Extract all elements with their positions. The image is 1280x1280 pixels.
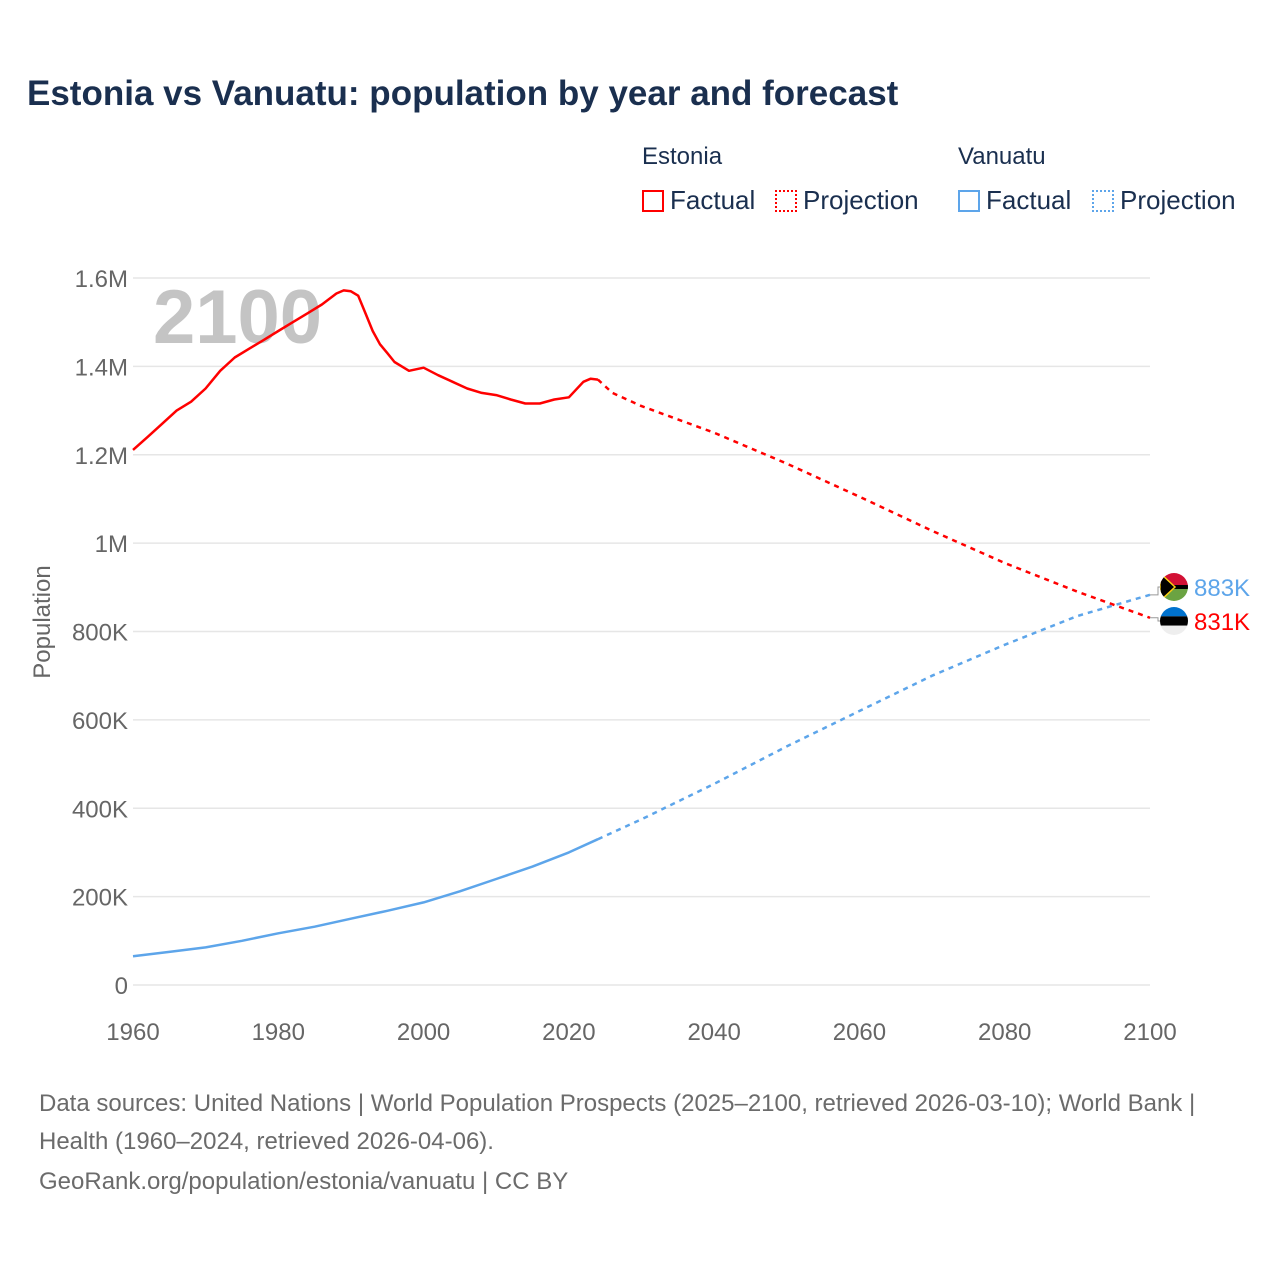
legend-swatch-solid <box>958 189 980 212</box>
footer-link[interactable]: GeoRank.org/population/estonia/vanuatu |… <box>39 1168 569 1195</box>
y-axis-label: Population <box>29 565 56 678</box>
legend-label: Factual <box>986 185 1072 215</box>
legend-label: Factual <box>670 185 756 215</box>
estonia-factual-line <box>132 289 599 451</box>
x-tick-label: 2040 <box>687 1019 740 1046</box>
legend-swatch-solid <box>642 189 664 212</box>
y-tick-label: 800K <box>72 620 128 647</box>
y-tick-label: 1.6M <box>75 266 128 293</box>
x-tick-label: 2100 <box>1123 1019 1176 1046</box>
x-tick-label: 2080 <box>978 1019 1031 1046</box>
year-watermark: 2100 <box>153 275 322 360</box>
y-tick-label: 400K <box>72 796 128 823</box>
y-tick-label: 600K <box>72 708 128 735</box>
legend-swatch-dotted <box>775 189 797 212</box>
x-tick-label: 2020 <box>542 1019 595 1046</box>
legend-estonia-projection[interactable]: Projection <box>775 185 919 216</box>
x-tick-label: 2060 <box>833 1019 886 1046</box>
x-tick-label: 1960 <box>106 1019 159 1046</box>
legend-group-vanuatu: Vanuatu <box>958 143 1046 170</box>
y-tick-label: 200K <box>72 885 128 912</box>
legend-group-estonia: Estonia <box>642 143 723 170</box>
y-tick-label: 1.2M <box>75 443 128 470</box>
x-tick-label: 2000 <box>397 1019 450 1046</box>
legend-label: Projection <box>1120 185 1236 215</box>
legend-vanuatu-projection[interactable]: Projection <box>1092 185 1236 216</box>
vanuatu-factual-line <box>132 838 599 958</box>
vanuatu-projection-line <box>597 593 1151 841</box>
chart-title: Estonia vs Vanuatu: population by year a… <box>27 74 899 113</box>
estonia-end-label: 831K <box>1194 609 1250 636</box>
y-tick-label: 0 <box>115 973 128 1000</box>
legend-label: Projection <box>803 185 919 215</box>
legend-estonia-factual[interactable]: Factual <box>642 185 755 216</box>
y-tick-label: 1M <box>95 531 128 558</box>
estonia-projection-line <box>597 378 1151 619</box>
estonia-flag-icon <box>1160 607 1188 635</box>
footer-sources: Data sources: United Nations | World Pop… <box>39 1090 1196 1155</box>
x-tick-label: 1980 <box>252 1019 305 1046</box>
y-tick-label: 1.4M <box>75 354 128 381</box>
vanuatu-flag-icon <box>1160 573 1188 601</box>
legend-swatch-dotted <box>1092 189 1114 212</box>
legend-vanuatu-factual[interactable]: Factual <box>958 185 1071 216</box>
vanuatu-end-label: 883K <box>1194 575 1250 602</box>
